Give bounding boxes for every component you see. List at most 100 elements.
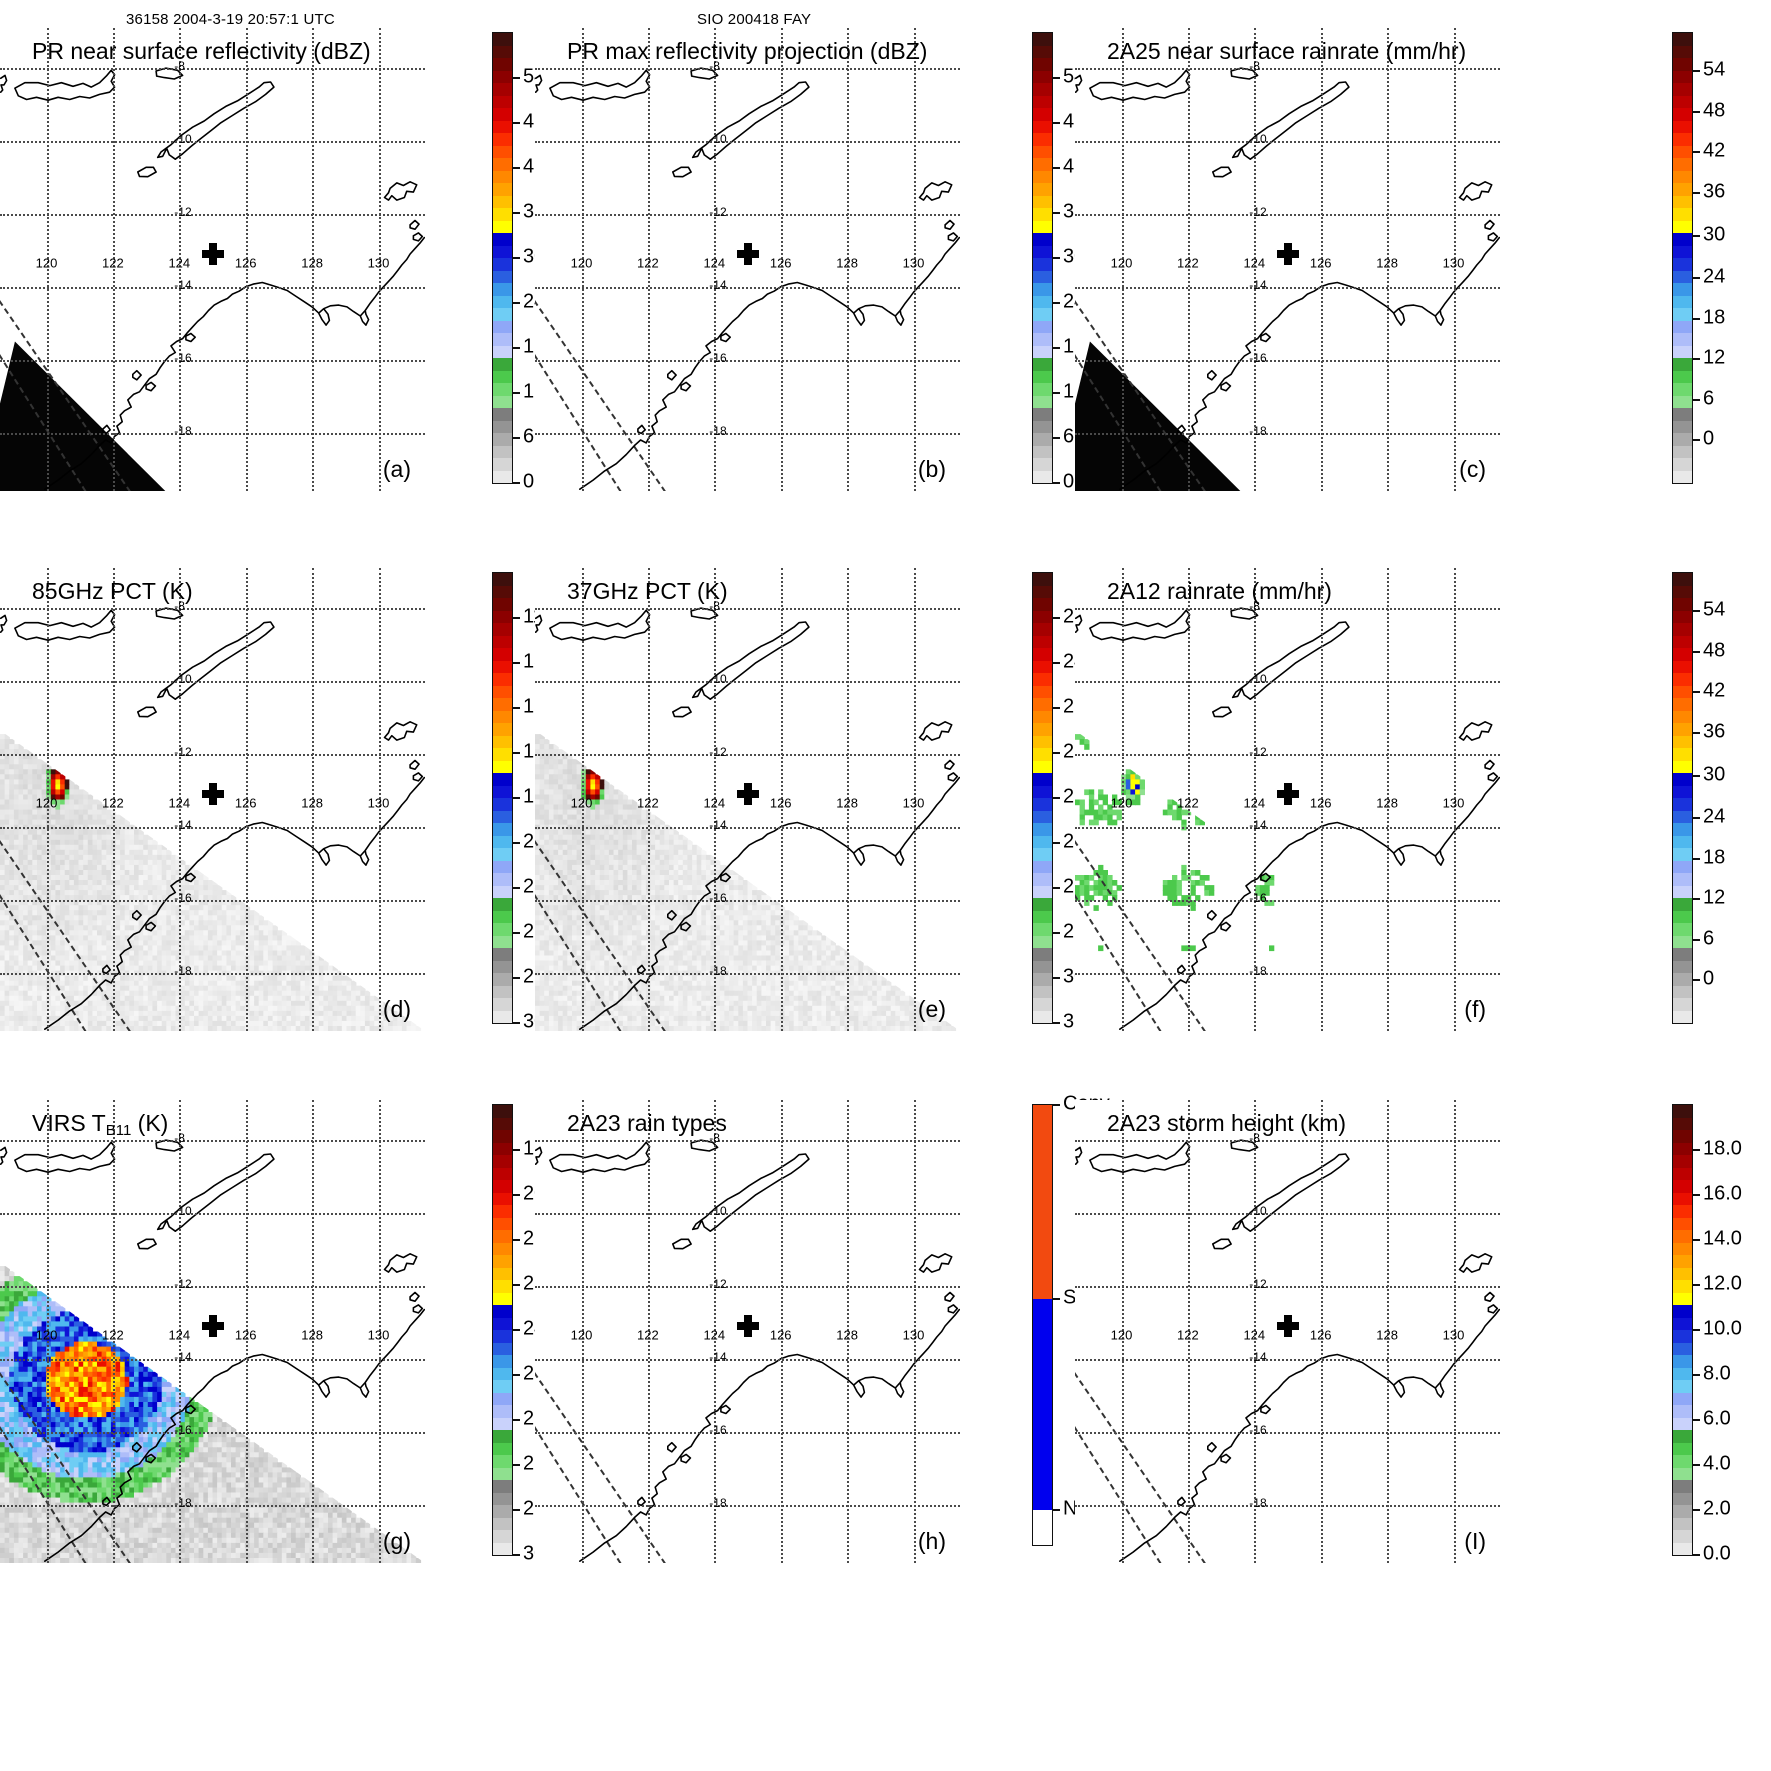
colorbar-segment [1033,408,1052,421]
colorbar-segment [493,1417,512,1430]
colorbar-segment [1033,773,1052,786]
panel-letter-a: (a) [382,456,411,482]
map-g[interactable]: 120 122 124 126 128 130 -8 -10 -12 -14 -16 -18 VIRS … [0,1100,425,1563]
colorbar-segment [493,1542,512,1555]
colorbar-label-f-7: 12 [1703,886,1726,909]
gridline-lon [46,28,49,491]
colorbar-segment [1673,183,1692,196]
colorbar-tick [513,1149,520,1151]
lon-tick-label: 122 [637,1327,659,1343]
colorbar-segment [493,935,512,948]
colorbar-i[interactable] [1672,1104,1693,1556]
colorbar-segment [493,1267,512,1280]
lat-tick-label: -8 [709,59,720,74]
colorbar-segment [1673,660,1692,673]
colorbar-segment [1033,660,1052,673]
gridline-lat [535,1285,960,1288]
colorbar-tick [513,1374,520,1376]
lon-tick-label: 120 [1110,255,1133,271]
colorbar-tick [513,77,520,79]
colorbar-tick [513,1554,520,1556]
colorbar-segment [1033,910,1052,923]
colorbar-segment [493,108,512,121]
colorbar-tick [1053,482,1060,484]
map-e[interactable]: 120 122 124 126 128 130 -8 -10 -12 -14 -16 -18 37GHz… [535,568,960,1031]
map-b[interactable]: 120 122 124 126 128 130 -8 -10 -12 -14 -16 -18 PR ma… [535,28,960,491]
lon-tick-label: 126 [234,255,257,271]
colorbar-segment [493,1355,512,1368]
colorbar-segment [1033,885,1052,898]
colorbar-tick [513,662,520,664]
colorbar-c[interactable] [1672,32,1693,484]
colorbar-segment [1673,685,1692,698]
gridline-lon [847,28,850,491]
colorbar-a[interactable] [492,32,513,484]
lat-tick-label: -16 [1249,1422,1267,1437]
lon-tick-label: 128 [836,1327,858,1343]
map-c[interactable]: 120 122 124 126 128 130 -8 -10 -12 -14 -16 -18 2A25 … [1075,28,1500,491]
colorbar-segment [493,660,512,673]
gridline-lat [1075,213,1500,216]
map-d[interactable]: 120 122 124 126 128 130 -8 -10 -12 -14 -16 -18 85GHz… [0,568,425,1031]
panel-title-a: PR near surface reflectivity (dBZ) [32,38,371,64]
colorbar-b[interactable] [1032,32,1053,484]
map-a[interactable]: 120 122 124 126 128 130 -8 -10 -12 -14 -16 -18 PR ne… [0,28,425,491]
colorbar-e[interactable] [1032,572,1053,1024]
colorbar-segment [1673,45,1692,58]
lat-tick-label: -12 [1249,204,1267,219]
colorbar-segment [1033,860,1052,873]
lat-tick-label: -8 [709,599,720,614]
colorbar-segment [493,1155,512,1168]
colorbar-segment [493,998,512,1011]
colorbar-g[interactable] [492,1104,513,1556]
coastline-d [0,568,425,1031]
lon-tick-label: 128 [301,1327,323,1343]
coastline-g [0,1100,425,1563]
gridline-lat [535,681,960,683]
colorbar-tick [1693,650,1700,653]
gridline-lat [0,1213,425,1215]
colorbar-h[interactable] [1032,1104,1053,1546]
panel-h: 120 122 124 126 128 130 -8 -10 -12 -14 -16 -18 2A23 … [535,1100,960,1563]
lon-tick-label: 120 [1110,1327,1133,1343]
colorbar-f[interactable] [1672,572,1693,1024]
colorbar-segment [493,95,512,108]
colorbar-tick [1053,167,1060,169]
panel-f: 120 122 124 126 128 130 -8 -10 -12 -14 -16 -18 2A12 … [1075,568,1500,1031]
lat-tick-label: -8 [1249,1131,1260,1146]
colorbar-tick [1053,392,1060,394]
colorbar-d[interactable] [492,572,513,1024]
colorbar-tick [1053,302,1060,304]
lat-tick-label: -12 [709,744,727,759]
colorbar-segment [1033,1105,1052,1299]
panel-letter-g: (g) [382,1528,411,1554]
colorbar-segment [1673,308,1692,321]
lat-tick-label: -10 [174,672,192,686]
gridline-lat [535,972,960,975]
colorbar-segment [1033,95,1052,108]
lat-tick-label: -14 [709,277,727,292]
lat-tick-label: -8 [1249,599,1260,614]
colorbar-tick [1053,1104,1060,1106]
colorbar-segment [493,70,512,83]
colorbar-segment [493,158,512,171]
lat-tick-label: -16 [1249,890,1267,905]
colorbar-tick [1053,797,1060,799]
colorbar-tick [1053,347,1060,349]
colorbar-segment [493,395,512,408]
colorbar-segment [493,1292,512,1305]
gridline-lat [535,213,960,216]
colorbar-tick [1053,122,1060,124]
gridline-lon [1254,1100,1257,1563]
map-f[interactable]: 120 122 124 126 128 130 -8 -10 -12 -14 -16 -18 2A12 … [1075,568,1500,1031]
panel-title-b: PR max reflectivity projection (dBZ) [567,38,928,64]
map-h[interactable]: 120 122 124 126 128 130 -8 -10 -12 -14 -16 -18 2A23 … [535,1100,960,1563]
colorbar-segment [1033,58,1052,71]
colorbar-segment [1673,998,1692,1011]
colorbar-segment [1673,83,1692,96]
colorbar-segment [1673,1217,1692,1230]
gridline-lat [535,1431,960,1434]
colorbar-tick [1053,77,1060,79]
gridline-lat [0,899,425,902]
map-i[interactable]: 120 122 124 126 128 130 -8 -10 -12 -14 -16 -18 2A23 … [1075,1100,1500,1563]
